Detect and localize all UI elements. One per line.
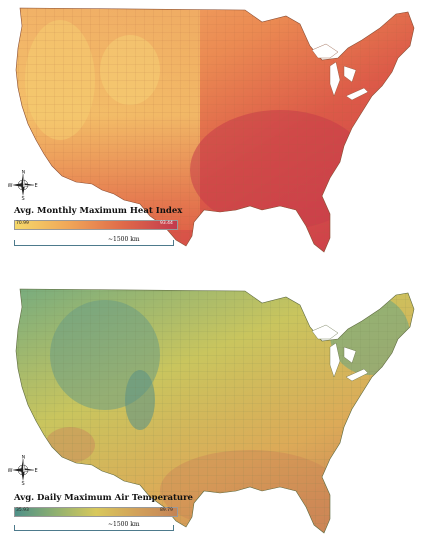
lake-erie	[345, 368, 369, 382]
compass-rose-icon: N S E W	[8, 170, 38, 200]
lake-superior	[311, 324, 339, 340]
compass-n: N	[22, 170, 26, 176]
scale-bar	[14, 240, 174, 246]
compass-w: W	[8, 183, 13, 189]
legend-min-value: 35.93	[16, 508, 29, 513]
compass-e: E	[35, 183, 38, 189]
compass-s: S	[22, 196, 25, 200]
compass-rose-icon: N S E W	[8, 455, 38, 485]
compass-s: S	[22, 481, 25, 485]
lake-huron	[343, 65, 357, 83]
air-temperature-map-panel: N S E W Avg. Daily Maximum Air Temperatu…	[0, 275, 430, 550]
heat-index-map	[15, 7, 415, 253]
lake-michigan	[329, 61, 341, 97]
compass-n: N	[22, 455, 26, 461]
lake-huron	[343, 346, 357, 364]
legend-min-value: 70.99	[16, 221, 29, 226]
scale-bar	[14, 525, 174, 531]
color-scale-bar	[14, 507, 178, 517]
lake-superior	[311, 43, 339, 59]
color-scale-bar	[14, 220, 178, 230]
legend-title: Avg. Daily Maximum Air Temperature	[14, 493, 193, 503]
heat-index-map-panel: N S E W Avg. Monthly Maximum Heat Index …	[8, 7, 415, 253]
air-temperature-map	[15, 288, 415, 534]
scale-label: ~1500 km	[108, 236, 140, 243]
legend-max-value: 93.44	[160, 221, 173, 226]
legend-title: Avg. Monthly Maximum Heat Index	[14, 206, 183, 216]
compass-e: E	[35, 468, 38, 474]
lake-michigan	[329, 342, 341, 378]
legend-max-value: 89.79	[160, 508, 173, 513]
compass-w: W	[8, 468, 13, 474]
lake-erie	[345, 87, 369, 101]
scale-label: ~1500 km	[108, 521, 140, 528]
